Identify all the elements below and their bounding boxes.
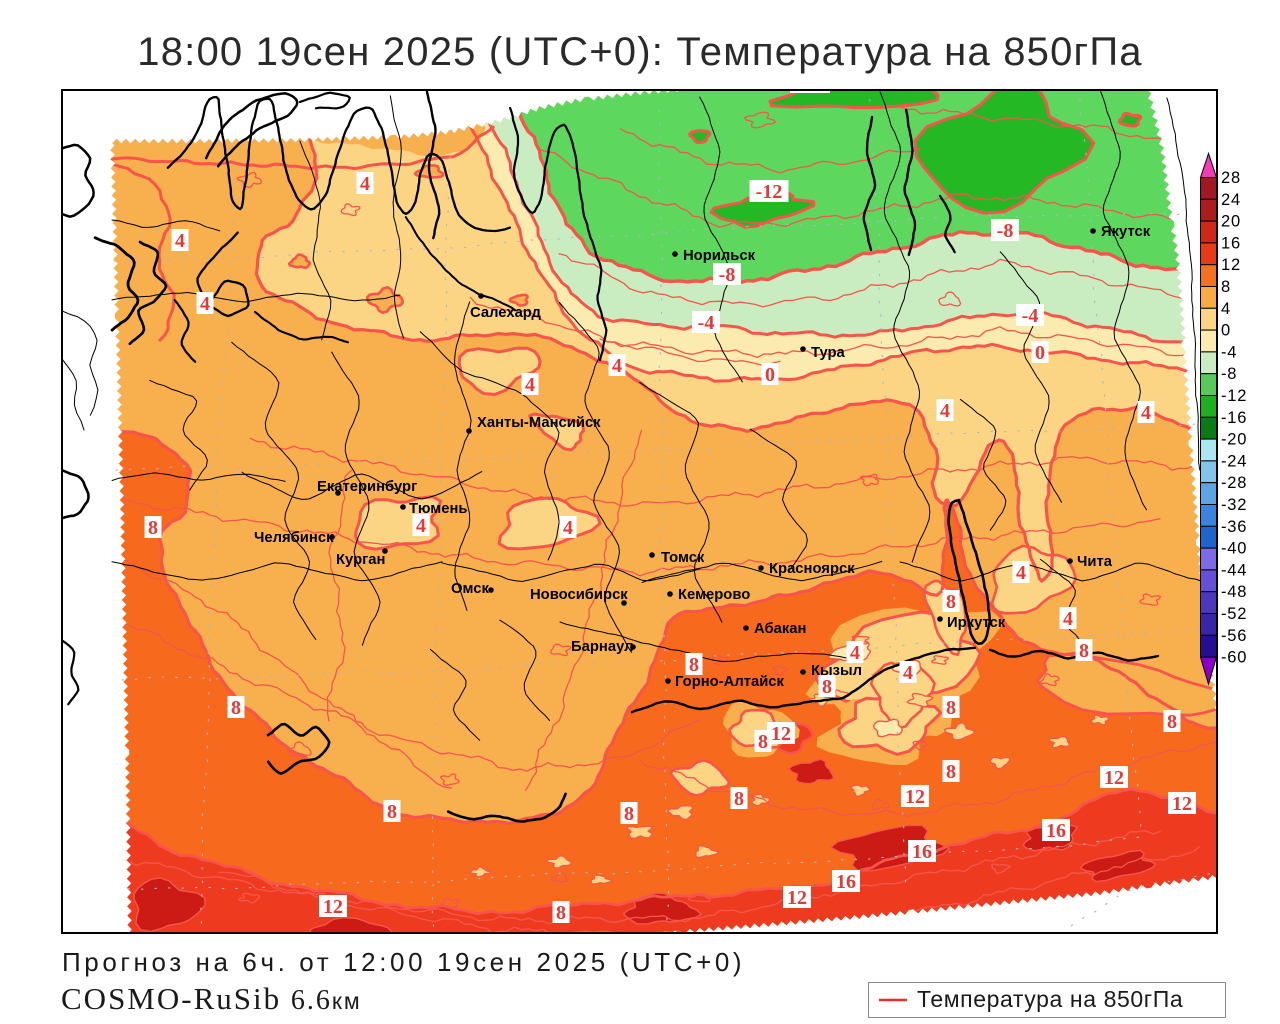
svg-text:18:00 19сен 2025 (UTC+0): Темп: 18:00 19сен 2025 (UTC+0): Температура на… — [137, 30, 1142, 74]
svg-text:Ханты-Мансийск: Ханты-Мансийск — [477, 415, 601, 431]
svg-text:Салехард: Салехард — [470, 305, 541, 321]
svg-text:8: 8 — [148, 517, 158, 539]
svg-text:4: 4 — [360, 173, 370, 195]
svg-text:Прогноз на 6ч. от 12:00 19сен: Прогноз на 6ч. от 12:00 19сен 2025 (UTC+… — [62, 947, 745, 977]
svg-text:Тюмень: Тюмень — [409, 501, 468, 517]
svg-text:16: 16 — [1046, 820, 1066, 842]
svg-text:Тура: Тура — [811, 345, 846, 361]
svg-text:Красноярск: Красноярск — [769, 561, 855, 577]
svg-text:-8: -8 — [1221, 365, 1237, 383]
svg-text:Омск: Омск — [451, 581, 489, 597]
svg-text:12: 12 — [1104, 767, 1124, 789]
svg-text:Норильск: Норильск — [683, 248, 756, 264]
svg-text:4: 4 — [1221, 300, 1231, 318]
svg-text:8: 8 — [689, 654, 699, 676]
svg-text:4: 4 — [525, 374, 535, 396]
svg-text:12: 12 — [771, 723, 791, 745]
svg-text:-44: -44 — [1221, 561, 1247, 579]
svg-text:12: 12 — [323, 896, 343, 918]
svg-text:-40: -40 — [1221, 540, 1247, 558]
svg-text:4: 4 — [175, 230, 185, 252]
svg-text:8: 8 — [1167, 711, 1177, 733]
svg-text:0: 0 — [1035, 342, 1045, 364]
svg-text:4: 4 — [1141, 402, 1151, 424]
svg-text:COSMO-RuSib 6.6км: COSMO-RuSib 6.6км — [61, 981, 362, 1016]
svg-text:-56: -56 — [1221, 627, 1247, 645]
svg-text:4: 4 — [850, 642, 860, 664]
svg-text:Барнаул: Барнаул — [571, 639, 634, 655]
svg-text:8: 8 — [1221, 278, 1231, 296]
svg-text:12: 12 — [1172, 793, 1192, 815]
svg-text:0: 0 — [1221, 322, 1231, 340]
svg-text:4: 4 — [416, 515, 426, 537]
svg-text:Горно-Алтайск: Горно-Алтайск — [675, 674, 785, 690]
svg-text:8: 8 — [946, 591, 956, 613]
svg-text:4: 4 — [612, 355, 622, 377]
svg-text:4: 4 — [903, 662, 913, 684]
svg-text:-24: -24 — [1221, 452, 1247, 470]
svg-text:-8: -8 — [719, 264, 736, 286]
svg-text:-16: -16 — [1221, 409, 1247, 427]
svg-text:Абакан: Абакан — [754, 621, 806, 637]
svg-text:Чита: Чита — [1077, 554, 1113, 570]
svg-text:16: 16 — [912, 841, 932, 863]
svg-text:Новосибирск: Новосибирск — [530, 587, 628, 603]
svg-text:-32: -32 — [1221, 496, 1247, 514]
svg-text:Томск: Томск — [661, 550, 705, 566]
svg-text:16: 16 — [836, 871, 856, 893]
svg-text:4: 4 — [940, 400, 950, 422]
svg-text:12: 12 — [787, 887, 807, 909]
svg-text:8: 8 — [1079, 640, 1089, 662]
svg-text:Екатеринбург: Екатеринбург — [317, 479, 417, 495]
svg-text:12: 12 — [1221, 256, 1241, 274]
svg-text:8: 8 — [231, 697, 241, 719]
svg-text:8: 8 — [624, 803, 634, 825]
svg-text:8: 8 — [556, 902, 566, 924]
svg-text:16: 16 — [1221, 234, 1241, 252]
svg-text:4: 4 — [1063, 608, 1073, 630]
svg-text:-20: -20 — [1221, 431, 1247, 449]
svg-text:28: 28 — [1221, 169, 1241, 187]
svg-text:8: 8 — [822, 676, 832, 698]
svg-text:8: 8 — [758, 731, 768, 753]
svg-text:Иркутск: Иркутск — [947, 615, 1006, 631]
svg-text:-8: -8 — [997, 220, 1014, 242]
svg-text:-4: -4 — [1022, 305, 1039, 327]
svg-text:4: 4 — [563, 517, 573, 539]
svg-text:20: 20 — [1221, 213, 1241, 231]
svg-text:-4: -4 — [1221, 343, 1237, 361]
svg-text:12: 12 — [905, 786, 925, 808]
svg-text:Челябинск: Челябинск — [254, 530, 334, 546]
svg-text:Кемерово: Кемерово — [678, 587, 750, 603]
svg-text:4: 4 — [200, 293, 210, 315]
svg-text:-48: -48 — [1221, 583, 1247, 601]
svg-text:0: 0 — [765, 364, 775, 386]
svg-text:8: 8 — [387, 801, 397, 823]
svg-text:24: 24 — [1221, 191, 1241, 209]
svg-text:8: 8 — [946, 697, 956, 719]
svg-text:4: 4 — [1016, 562, 1026, 584]
svg-text:-12: -12 — [1221, 387, 1247, 405]
svg-text:Курган: Курган — [336, 552, 385, 568]
svg-text:-36: -36 — [1221, 518, 1247, 536]
svg-text:-4: -4 — [698, 312, 715, 334]
svg-text:Температура на 850гПа: Температура на 850гПа — [917, 986, 1183, 1012]
svg-text:-52: -52 — [1221, 605, 1247, 623]
svg-text:8: 8 — [734, 788, 744, 810]
svg-text:-12: -12 — [756, 181, 783, 203]
svg-text:-28: -28 — [1221, 474, 1247, 492]
svg-text:8: 8 — [946, 761, 956, 783]
svg-text:-60: -60 — [1221, 649, 1247, 667]
svg-text:Якутск: Якутск — [1101, 224, 1151, 240]
